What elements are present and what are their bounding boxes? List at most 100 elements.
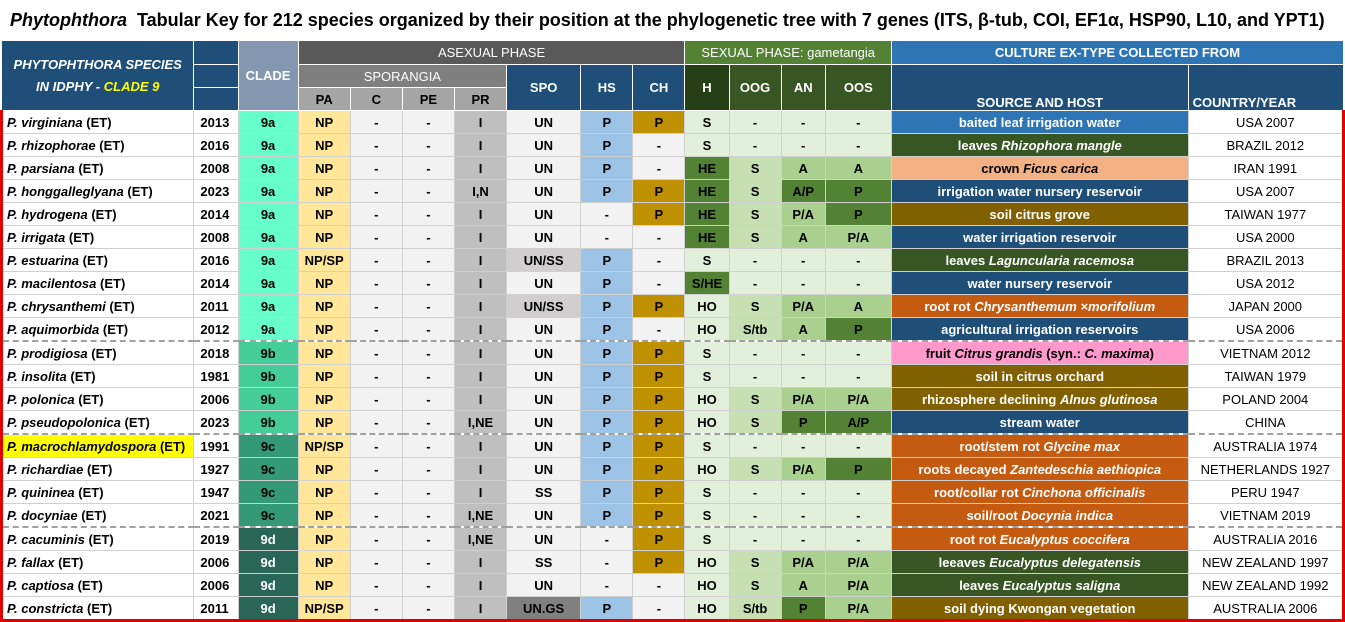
h-cell: S [684, 248, 730, 272]
source-host-cell: water irrigation reservoir [890, 225, 1189, 249]
h-cell: S [684, 133, 730, 157]
species-header-line2: IN IDPHY - CLADE 9 [36, 78, 160, 94]
country-year-cell: USA 2007 [1187, 179, 1345, 203]
spo-cell: UN [506, 110, 582, 134]
species-name: P. macilentosa (ET) [0, 271, 195, 295]
pa-cell: NP [297, 110, 351, 134]
ch-cell: P [632, 340, 686, 365]
c-cell: - [349, 387, 403, 411]
table-row: P. cacuminis (ET) 2019 9d NP - - I,NE UN - P S - - - r… [0, 526, 1345, 551]
c-cell: - [349, 503, 403, 528]
hs-cell: P [580, 133, 634, 157]
species-binomial: P. quininea [7, 484, 75, 500]
source-host-cell: roots decayed Zantedeschia aethiopica [890, 457, 1189, 481]
species-name: P. docyniae (ET) [0, 503, 195, 528]
ch-cell: P [632, 387, 686, 411]
oog-cell: - [728, 133, 782, 157]
species-name: P. constricta (ET) [0, 596, 195, 622]
table-row: P. virginiana (ET) 2013 9a NP - - I UN P P S - - - bai… [0, 110, 1345, 134]
oog-cell: S [728, 573, 782, 597]
pe-cell: - [401, 526, 455, 551]
an-cell: - [780, 340, 826, 365]
species-binomial: P. macilentosa [7, 275, 97, 291]
source-host-text: agricultural irrigation reservoirs [941, 321, 1139, 337]
hs-cell: P [580, 503, 634, 528]
ch-cell: - [632, 156, 686, 180]
hs-cell: P [580, 110, 634, 134]
pr-cell: I [453, 596, 508, 622]
col-ch-header: CH [632, 64, 686, 111]
oos-cell: - [824, 364, 892, 388]
ch-cell: - [632, 133, 686, 157]
source-host-text: water irrigation reservoir [963, 229, 1117, 245]
species-year: 2018 [193, 340, 239, 365]
c-cell: - [349, 573, 403, 597]
source-host-text: leaves Laguncularia racemosa [945, 252, 1135, 268]
species-year: 2011 [193, 596, 239, 622]
col-country-header: COUNTRY/YEAR [1187, 64, 1345, 111]
oos-cell: P/A [824, 596, 892, 622]
species-name: P. prodigiosa (ET) [0, 340, 195, 365]
ch-cell: P [632, 503, 686, 528]
clade-cell: 9a [237, 156, 299, 180]
table-row: P. rhizophorae (ET) 2016 9a NP - - I UN P - S - - - le… [0, 133, 1345, 157]
oog-cell: S/tb [728, 317, 782, 342]
country-year-cell: AUSTRALIA 1974 [1187, 433, 1345, 458]
species-binomial: P. parsiana [7, 160, 75, 176]
oog-cell: S [728, 457, 782, 481]
oog-cell: - [728, 110, 782, 134]
species-name: P. captiosa (ET) [0, 573, 195, 597]
country-year-cell: NEW ZEALAND 1992 [1187, 573, 1345, 597]
header-spacer-3 [193, 87, 239, 111]
hs-cell: P [580, 457, 634, 481]
type-suffix: (ET) [82, 252, 108, 268]
source-host-cell: root/stem rot Glycine max [890, 433, 1189, 458]
culture-header: CULTURE EX-TYPE COLLECTED FROM [890, 40, 1345, 65]
pr-cell: I [453, 317, 508, 342]
table-header: PHYTOPHTHORA SPECIES IN IDPHY - CLADE 9 … [0, 40, 1345, 111]
ch-cell: P [632, 202, 686, 226]
species-binomial: P. insolita [7, 368, 67, 384]
oos-cell: - [824, 526, 892, 551]
hs-cell: - [580, 225, 634, 249]
species-year: 1927 [193, 457, 239, 481]
source-host-text: leeaves Eucalyptus delegatensis [938, 554, 1141, 570]
source-host-text: rhizosphere declining Alnus glutinosa [922, 391, 1158, 407]
header-spacer [193, 40, 239, 65]
hs-cell: P [580, 410, 634, 435]
oog-cell: - [728, 526, 782, 551]
c-cell: - [349, 317, 403, 342]
oos-cell: - [824, 433, 892, 458]
species-binomial: P. polonica [7, 391, 75, 407]
sexual-phase-header: SEXUAL PHASE: gametangia [684, 40, 892, 65]
spo-cell: UN [506, 271, 582, 295]
pa-cell: NP [297, 457, 351, 481]
clade-cell: 9a [237, 202, 299, 226]
pe-cell: - [401, 480, 455, 504]
source-host-text: water nursery reservoir [967, 275, 1113, 291]
type-suffix: (ET) [88, 531, 114, 547]
pa-cell: NP [297, 503, 351, 528]
pa-cell: NP [297, 480, 351, 504]
species-binomial: P. cacuminis [7, 531, 85, 547]
species-key-table: PHYTOPHTHORA SPECIES IN IDPHY - CLADE 9 … [0, 40, 1345, 622]
type-suffix: (ET) [78, 484, 104, 500]
type-suffix: (ET) [124, 414, 150, 430]
type-suffix: (ET) [70, 368, 96, 384]
header-spacer-2 [193, 64, 239, 88]
species-year: 2023 [193, 179, 239, 203]
source-host-cell: root/collar rot Cinchona officinalis [890, 480, 1189, 504]
an-cell: - [780, 433, 826, 458]
pe-cell: - [401, 317, 455, 342]
species-year: 1991 [193, 433, 239, 458]
pa-cell: NP [297, 387, 351, 411]
type-suffix: (ET) [159, 438, 186, 454]
species-year: 2006 [193, 550, 239, 574]
spo-cell: UN [506, 340, 582, 365]
pe-cell: - [401, 340, 455, 365]
country-year-cell: USA 2000 [1187, 225, 1345, 249]
species-binomial: P. fallax [7, 554, 55, 570]
h-cell: S [684, 526, 730, 551]
hs-cell: P [580, 271, 634, 295]
c-cell: - [349, 133, 403, 157]
